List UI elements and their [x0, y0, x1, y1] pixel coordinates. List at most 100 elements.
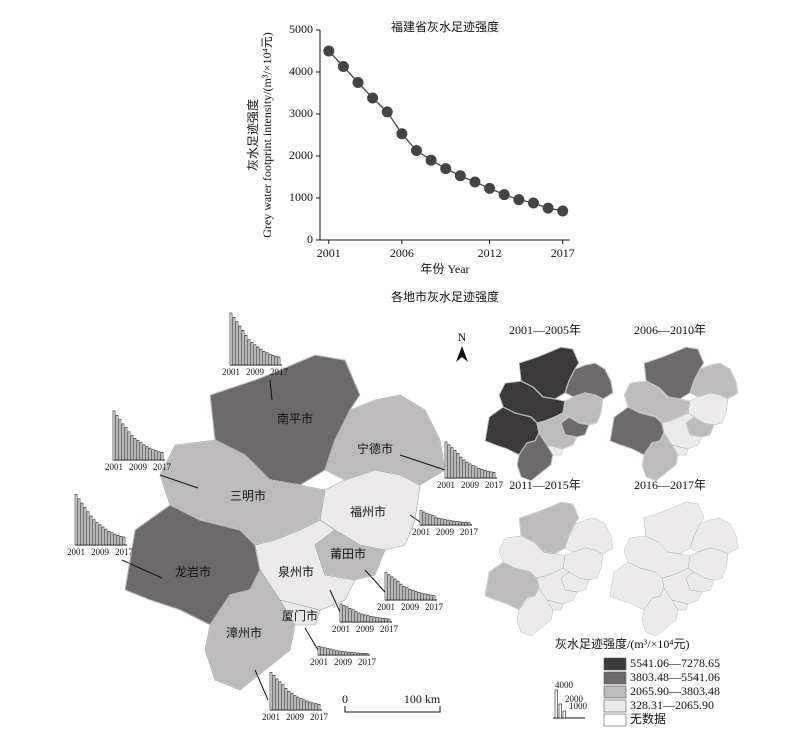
data-point: [425, 154, 437, 166]
mini-bar: [447, 444, 451, 479]
y-tick-label: 5000: [289, 22, 313, 36]
y-tick-label: 4000: [289, 64, 313, 78]
mini-bar: [317, 703, 321, 711]
mini-bar: [345, 606, 349, 623]
mini-bar: [281, 684, 285, 711]
region-label: 龙岩市: [175, 564, 211, 579]
mini-bar: [353, 652, 357, 656]
mini-bar: [339, 603, 343, 623]
x-tick-label: 2001: [317, 246, 341, 260]
region-outline: [641, 587, 679, 637]
y-tick-label: 0: [307, 232, 313, 246]
mini-tick-label: 2009: [461, 480, 480, 490]
region-label: 宁德市: [357, 441, 393, 456]
scale-end: 100 km: [404, 692, 441, 706]
data-point: [527, 197, 539, 209]
mini-bar: [453, 450, 457, 479]
mini-bar: [311, 702, 315, 711]
mini-bar: [86, 511, 90, 546]
mini-tick-label: 2017: [270, 367, 289, 377]
x-tick-label: 2017: [551, 246, 575, 260]
mini-tick-label: 2001: [412, 527, 430, 537]
mini-bar: [235, 321, 239, 366]
mini-bar: [440, 518, 444, 526]
legend-title: 灰水足迹强度/(m³/×10⁴元): [555, 636, 690, 651]
mini-tick-label: 2001: [332, 624, 350, 634]
mini-tick-label: 2009: [334, 657, 353, 667]
mini-bar: [145, 446, 149, 461]
mini-bar: [426, 594, 430, 601]
region-outline: [516, 432, 554, 482]
mini-bar: [357, 612, 361, 623]
mini-bar: [387, 618, 391, 623]
mini-bar: [419, 510, 423, 526]
data-point: [396, 128, 408, 140]
mini-bar: [332, 649, 336, 656]
mini-bar: [92, 519, 96, 546]
mini-bar: [250, 342, 254, 366]
mini-bar: [113, 533, 117, 546]
scale-label: 1000: [569, 701, 588, 711]
mini-bar: [110, 532, 114, 546]
mini-bar: [405, 587, 409, 601]
mini-bar: [269, 672, 273, 711]
mini-tick-label: 2017: [425, 602, 444, 612]
scale-label: 2000: [565, 694, 584, 704]
region-label: 南平市: [277, 411, 313, 426]
mini-bar: [278, 681, 282, 711]
mini-bar: [431, 515, 435, 526]
data-point: [557, 205, 569, 217]
region-outline: [516, 587, 554, 637]
mini-bar: [104, 528, 108, 546]
mini-bar: [408, 588, 412, 601]
mini-bar: [323, 647, 327, 656]
mini-bar: [456, 453, 460, 479]
mini-bar: [434, 516, 438, 526]
mini-tick-label: 2009: [91, 547, 110, 557]
data-point: [381, 106, 393, 118]
mini-tick-label: 2017: [380, 624, 399, 634]
mini-bar: [133, 438, 137, 461]
mini-bar: [378, 617, 382, 623]
mini-bar: [305, 700, 309, 711]
mini-tick-label: 2017: [310, 712, 329, 722]
data-point: [513, 194, 525, 206]
mini-tick-label: 2017: [485, 480, 504, 490]
north-arrow: [456, 346, 468, 362]
mini-bar: [363, 614, 367, 623]
leader-line: [364, 569, 386, 593]
mini-bar: [317, 646, 321, 656]
mini-tick-label: 2017: [153, 462, 172, 472]
y-axis-label: 灰水足迹强度: [245, 99, 260, 171]
leader-line: [269, 379, 273, 401]
mini-bar: [95, 522, 99, 546]
y-tick-label: 2000: [289, 148, 313, 162]
region-label: 漳州市: [226, 625, 262, 640]
mini-bar: [127, 431, 131, 461]
data-point: [440, 163, 452, 175]
legend-swatch: [603, 713, 627, 727]
mini-bar: [272, 675, 276, 711]
mini-bar: [399, 583, 403, 601]
legend-label: 5541.06—7278.65: [630, 656, 720, 670]
mini-bar: [341, 651, 345, 656]
mini-bar: [411, 589, 415, 601]
mini-bar: [139, 442, 143, 461]
mini-bar: [299, 698, 303, 711]
mini-bar: [396, 580, 400, 601]
mini-bar: [107, 530, 111, 546]
mini-bar: [256, 346, 260, 366]
mini-bar: [116, 534, 120, 546]
mini-bar: [452, 520, 456, 526]
legend-swatch: [603, 657, 627, 671]
mini-bar: [122, 536, 126, 546]
leader-line: [329, 589, 341, 613]
mini-bar: [296, 696, 300, 711]
leader-line: [254, 669, 269, 701]
mini-bar: [464, 522, 468, 526]
legend-label: 2065.90—3803.48: [630, 684, 720, 698]
scale-bar: [562, 710, 566, 719]
period-label: 2001—2005年: [509, 323, 581, 337]
mini-bar: [136, 440, 140, 461]
mini-bar: [372, 616, 376, 623]
